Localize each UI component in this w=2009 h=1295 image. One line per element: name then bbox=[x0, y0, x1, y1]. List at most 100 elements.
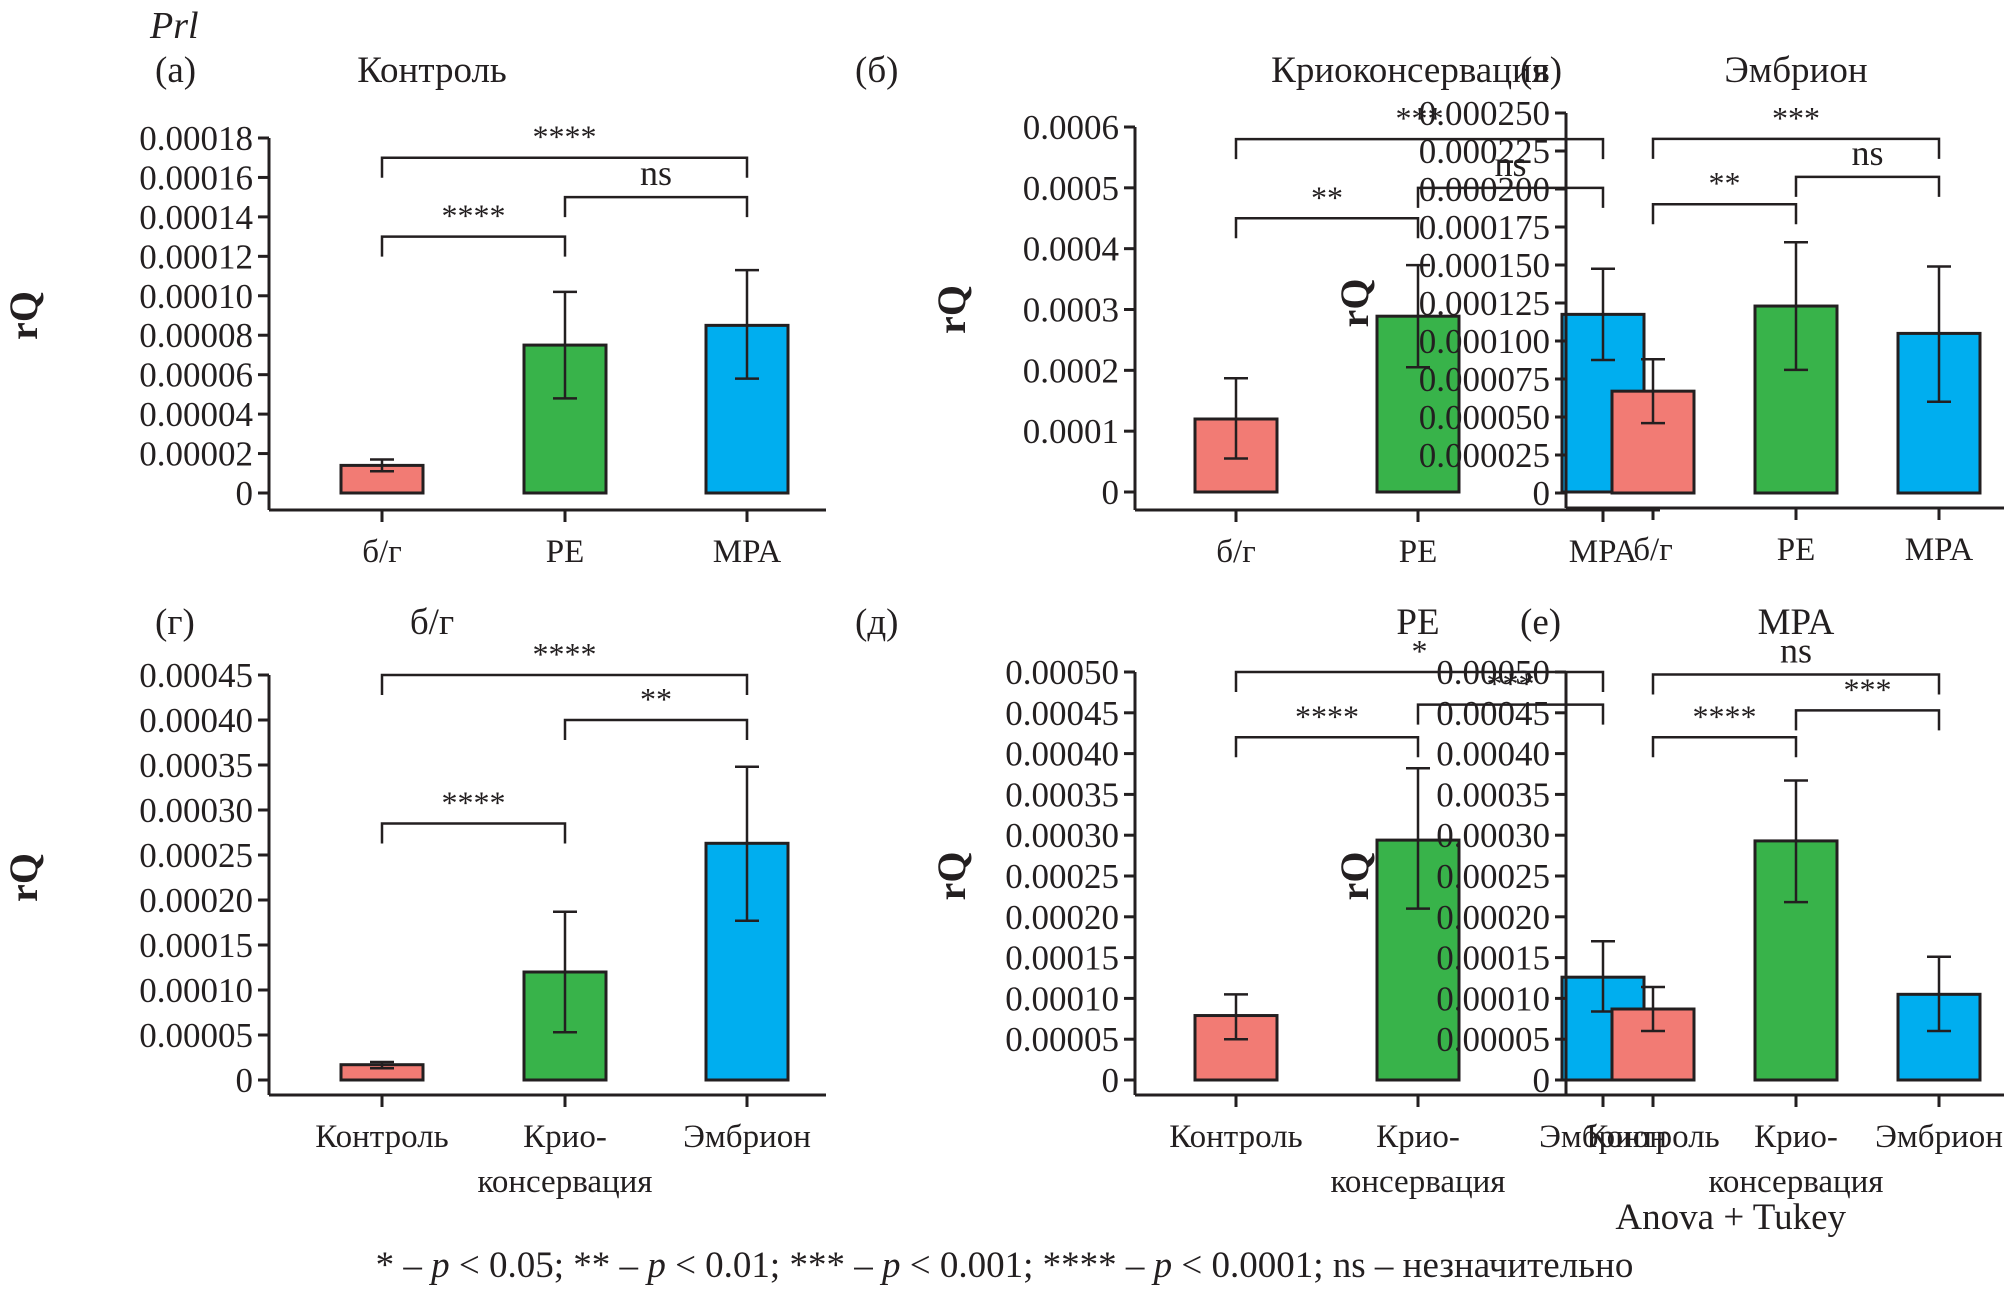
y-tick-label: 0.00025 bbox=[1005, 857, 1119, 896]
y-tick-label: 0 bbox=[1533, 474, 1551, 513]
y-tick-label: 0.00012 bbox=[139, 237, 253, 276]
x-tick-label: MPA bbox=[1569, 534, 1638, 570]
significance-label: **** bbox=[533, 119, 597, 155]
x-tick-label: б/г bbox=[1216, 534, 1256, 570]
y-tick-label: 0 bbox=[1102, 1061, 1120, 1100]
y-tick-label: 0.000025 bbox=[1419, 436, 1550, 475]
y-tick-label: 0.00030 bbox=[1436, 816, 1550, 855]
significance-bracket bbox=[1651, 736, 1798, 758]
y-tick-label: 0.00045 bbox=[139, 656, 253, 695]
chart-title: PE bbox=[1396, 602, 1439, 643]
y-tick-label: 0.00040 bbox=[1005, 735, 1119, 774]
y-tick-label: 0.00030 bbox=[139, 791, 253, 830]
y-axis-label: rQ bbox=[929, 285, 974, 334]
chart-panel-3: (в) Эмбрион00.0000250.0000500.0000750.000… bbox=[1332, 50, 2004, 568]
significance-label: ns bbox=[1780, 630, 1812, 670]
x-tick-label: Крио- bbox=[1754, 1119, 1838, 1155]
y-tick-label: 0.000150 bbox=[1419, 246, 1550, 285]
significance-bracket bbox=[1416, 703, 1605, 725]
y-axis-label: rQ bbox=[1, 853, 46, 902]
chart-panel-1: (а) Контроль 00.000020.000040.000060.00008… bbox=[1, 50, 826, 570]
significance-bracket bbox=[1651, 673, 1941, 695]
significance-bracket bbox=[380, 822, 567, 844]
y-tick-label: 0.00002 bbox=[139, 435, 253, 474]
y-tick-label: 0.00018 bbox=[139, 119, 253, 158]
y-tick-label: 0.00004 bbox=[139, 395, 253, 434]
y-axis-label: rQ bbox=[929, 852, 974, 901]
y-tick-label: 0.000100 bbox=[1419, 322, 1550, 361]
x-tick-label: PE bbox=[1777, 532, 1816, 568]
y-tick-label: 0.00010 bbox=[1436, 979, 1550, 1018]
y-tick-label: 0.00035 bbox=[1436, 775, 1550, 814]
y-tick-label: 0.000075 bbox=[1419, 360, 1550, 399]
x-tick-label-line2: консервация bbox=[1708, 1164, 1883, 1200]
chart-panel-4: (г) б/г 0 0.00005 0.00010 0.00015 0.00020 0.000… bbox=[1, 602, 826, 1200]
y-tick-label: 0.00016 bbox=[139, 158, 253, 197]
significance-label: ns bbox=[1494, 144, 1526, 184]
significance-label: **** bbox=[1295, 698, 1359, 734]
chart-panel-5: (д) PE00.000050.000100.000150.000200.0002… bbox=[855, 602, 1667, 1200]
significance-bracket bbox=[380, 673, 749, 695]
significance-bracket bbox=[1794, 709, 1941, 731]
y-tick-label: 0.00015 bbox=[1436, 939, 1550, 978]
y-tick-label: 0.00008 bbox=[139, 316, 253, 355]
x-tick-label: Эмбрион bbox=[1539, 1119, 1667, 1155]
x-tick-label-line2: консервация bbox=[1330, 1164, 1505, 1200]
significance-bracket bbox=[1234, 217, 1420, 239]
panel-label: (д) bbox=[855, 602, 898, 643]
y-tick-label: 0.0002 bbox=[1023, 351, 1119, 390]
chart-title: Контроль bbox=[357, 50, 507, 91]
x-tick-label: MPA bbox=[1905, 532, 1974, 568]
significance-bracket bbox=[1416, 186, 1605, 208]
y-tick-label: 0.000175 bbox=[1419, 208, 1550, 247]
y-tick-label: 0.00010 bbox=[1005, 979, 1119, 1018]
x-tick-label: PE bbox=[1399, 534, 1438, 570]
y-tick-label: 0.00050 bbox=[1436, 653, 1550, 692]
y-tick-label: 0.00006 bbox=[139, 356, 253, 395]
y-tick-label: 0 bbox=[1533, 1061, 1551, 1100]
significance-bracket bbox=[380, 235, 567, 257]
y-tick-label: 0.000200 bbox=[1419, 170, 1550, 209]
significance-label: **** bbox=[442, 785, 506, 821]
x-tick-label: Эмбрион bbox=[683, 1119, 811, 1155]
significance-label: *** bbox=[1396, 100, 1444, 136]
x-tick-label: Эмбрион bbox=[1875, 1119, 2003, 1155]
significance-bracket bbox=[1234, 670, 1605, 692]
significance-bracket bbox=[1234, 137, 1605, 160]
y-tick-label: 0.00005 bbox=[1436, 1020, 1550, 1059]
statistical-test-label: Anova + Tukey bbox=[1615, 1197, 1846, 1238]
x-tick-label: б/г bbox=[362, 534, 402, 570]
chart-title: MPA bbox=[1758, 602, 1835, 643]
x-tick-label: б/г bbox=[1633, 532, 1673, 568]
significance-legend: * – p < 0.05; ** – p < 0.01; *** – p < 0… bbox=[375, 1245, 1634, 1286]
panel-label: (г) bbox=[155, 602, 195, 643]
gene-label: Prl bbox=[150, 5, 199, 47]
y-tick-label: 0.00025 bbox=[139, 836, 253, 875]
y-tick-label: 0 bbox=[1102, 473, 1120, 512]
significance-bracket bbox=[380, 156, 749, 178]
significance-label: ns bbox=[640, 153, 672, 193]
significance-label: ** bbox=[1311, 179, 1343, 215]
y-tick-label: 0.00020 bbox=[139, 881, 253, 920]
chart-title: б/г bbox=[410, 602, 454, 643]
y-tick-label: 0.00005 bbox=[1005, 1020, 1119, 1059]
significance-label: * bbox=[1412, 633, 1428, 669]
chart-panel-6: (е) MPA00.000050.000100.000150.000200.000… bbox=[1332, 602, 2004, 1200]
y-axis-label: rQ bbox=[1332, 279, 1377, 328]
x-tick-label-line2: консервация bbox=[477, 1164, 652, 1200]
y-tick-label: 0.00010 bbox=[139, 971, 253, 1010]
y-tick-label: 0.00014 bbox=[139, 198, 253, 237]
y-tick-label: 0.00050 bbox=[1005, 653, 1119, 692]
y-tick-label: 0.000250 bbox=[1419, 94, 1550, 133]
y-tick-label: 0.00020 bbox=[1005, 898, 1119, 937]
y-tick-label: 0.0004 bbox=[1023, 230, 1119, 269]
y-tick-label: 0.00040 bbox=[1436, 735, 1550, 774]
significance-label: **** bbox=[533, 636, 597, 672]
significance-label: ** bbox=[640, 681, 672, 717]
chart-title: Эмбрион bbox=[1724, 50, 1867, 91]
y-tick-label: 0.00045 bbox=[1005, 694, 1119, 733]
y-tick-label: 0 bbox=[236, 474, 254, 513]
significance-label: ** bbox=[1709, 165, 1741, 201]
y-tick-label: 0.0005 bbox=[1023, 169, 1119, 208]
